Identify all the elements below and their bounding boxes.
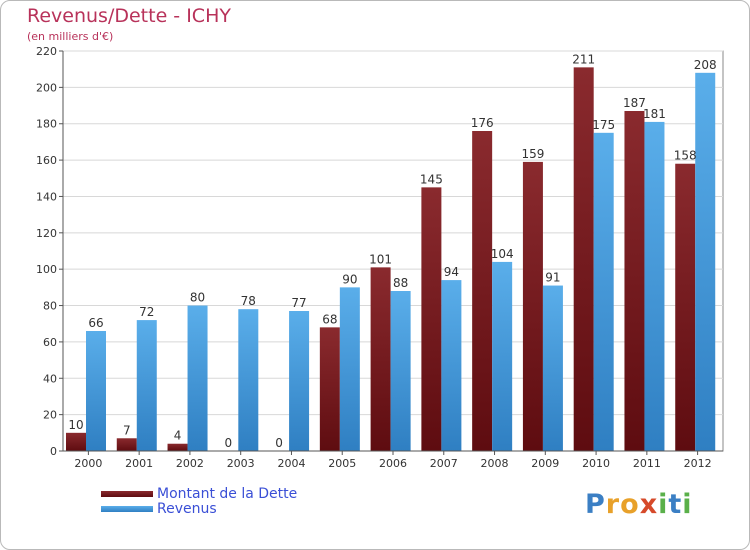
y-tick-label: 200 <box>36 81 57 94</box>
y-tick-label: 220 <box>36 45 57 58</box>
data-label-revenue: 88 <box>393 276 408 290</box>
data-label-revenue: 104 <box>491 247 514 261</box>
legend-swatch-revenue <box>101 506 153 512</box>
bar-revenue <box>441 280 462 451</box>
data-label-debt: 0 <box>275 436 283 450</box>
data-label-revenue: 208 <box>694 58 717 72</box>
data-label-debt: 10 <box>68 418 83 432</box>
logo-letter: o <box>620 489 640 520</box>
y-tick-label: 120 <box>36 227 57 240</box>
data-label-debt: 187 <box>623 96 646 110</box>
data-label-debt: 211 <box>572 52 595 66</box>
data-label-debt: 158 <box>674 149 697 163</box>
x-tick-label: 2008 <box>481 457 509 470</box>
data-label-revenue: 181 <box>643 107 666 121</box>
x-tick-label: 2010 <box>582 457 610 470</box>
data-label-revenue: 175 <box>592 118 615 132</box>
x-tick-label: 2004 <box>277 457 305 470</box>
bar-debt <box>66 432 86 451</box>
bar-debt <box>675 163 696 451</box>
data-label-debt: 7 <box>123 423 131 437</box>
x-tick-label: 2001 <box>125 457 153 470</box>
bar-debt <box>573 67 594 451</box>
logo-letter: t <box>668 489 683 520</box>
data-label-revenue: 91 <box>545 271 560 285</box>
logo-letter: r <box>605 489 621 520</box>
y-tick-label: 140 <box>36 190 57 203</box>
bar-debt <box>116 438 137 451</box>
data-label-revenue: 66 <box>88 316 103 330</box>
x-tick-label: 2007 <box>430 457 458 470</box>
bar-revenue <box>289 311 310 451</box>
proxiti-logo: Proxiti <box>585 489 693 520</box>
legend-label-revenue: Revenus <box>157 501 217 517</box>
bar-debt <box>167 443 188 451</box>
y-tick-label: 60 <box>43 336 57 349</box>
data-label-revenue: 80 <box>190 291 205 305</box>
bar-revenue <box>187 305 208 451</box>
x-tick-label: 2009 <box>531 457 559 470</box>
bar-revenue <box>593 132 614 451</box>
data-label-debt: 4 <box>174 429 182 443</box>
data-label-debt: 68 <box>322 312 337 326</box>
bar-revenue <box>492 261 513 451</box>
y-tick-label: 0 <box>50 445 57 458</box>
y-tick-label: 20 <box>43 409 57 422</box>
data-label-revenue: 94 <box>444 265 459 279</box>
data-label-revenue: 77 <box>291 296 306 310</box>
bar-debt <box>472 131 493 451</box>
logo-letter: i <box>682 489 693 520</box>
data-label-debt: 0 <box>224 436 232 450</box>
data-label-debt: 101 <box>369 252 392 266</box>
logo-letter: P <box>585 489 606 520</box>
y-tick-label: 80 <box>43 300 57 313</box>
bar-debt <box>319 327 340 451</box>
bar-revenue <box>86 331 106 451</box>
bar-revenue <box>644 121 665 451</box>
data-label-debt: 159 <box>521 147 544 161</box>
y-tick-label: 100 <box>36 263 57 276</box>
x-tick-label: 2006 <box>379 457 407 470</box>
logo-letter: i <box>658 489 669 520</box>
bar-debt <box>522 161 543 451</box>
logo-letter: x <box>639 489 659 520</box>
y-tick-label: 40 <box>43 372 57 385</box>
bar-debt <box>421 187 442 451</box>
x-tick-label: 2002 <box>176 457 204 470</box>
bar-revenue <box>136 320 157 451</box>
legend-swatch-debt <box>101 491 153 497</box>
bar-revenue <box>339 287 360 451</box>
bar-revenue <box>542 285 563 451</box>
x-tick-label: 2003 <box>227 457 255 470</box>
bar-revenue <box>695 72 716 452</box>
data-label-revenue: 90 <box>342 272 357 286</box>
bar-revenue <box>238 309 259 451</box>
bar-debt <box>624 111 645 451</box>
legend-label-debt: Montant de la Dette <box>157 486 298 502</box>
x-tick-label: 2012 <box>684 457 712 470</box>
bar-revenue <box>390 291 411 451</box>
x-tick-label: 2000 <box>74 457 102 470</box>
x-tick-label: 2011 <box>633 457 661 470</box>
y-tick-label: 160 <box>36 154 57 167</box>
bar-debt <box>370 267 391 451</box>
x-tick-label: 2005 <box>328 457 356 470</box>
data-label-revenue: 78 <box>241 294 256 308</box>
data-label-debt: 145 <box>420 172 443 186</box>
data-label-revenue: 72 <box>139 305 154 319</box>
y-tick-label: 180 <box>36 118 57 131</box>
chart-subtitle: (en milliers d'€) <box>27 30 114 43</box>
data-label-debt: 176 <box>471 116 494 130</box>
chart-title: Revenus/Dette - ICHY <box>27 5 231 27</box>
